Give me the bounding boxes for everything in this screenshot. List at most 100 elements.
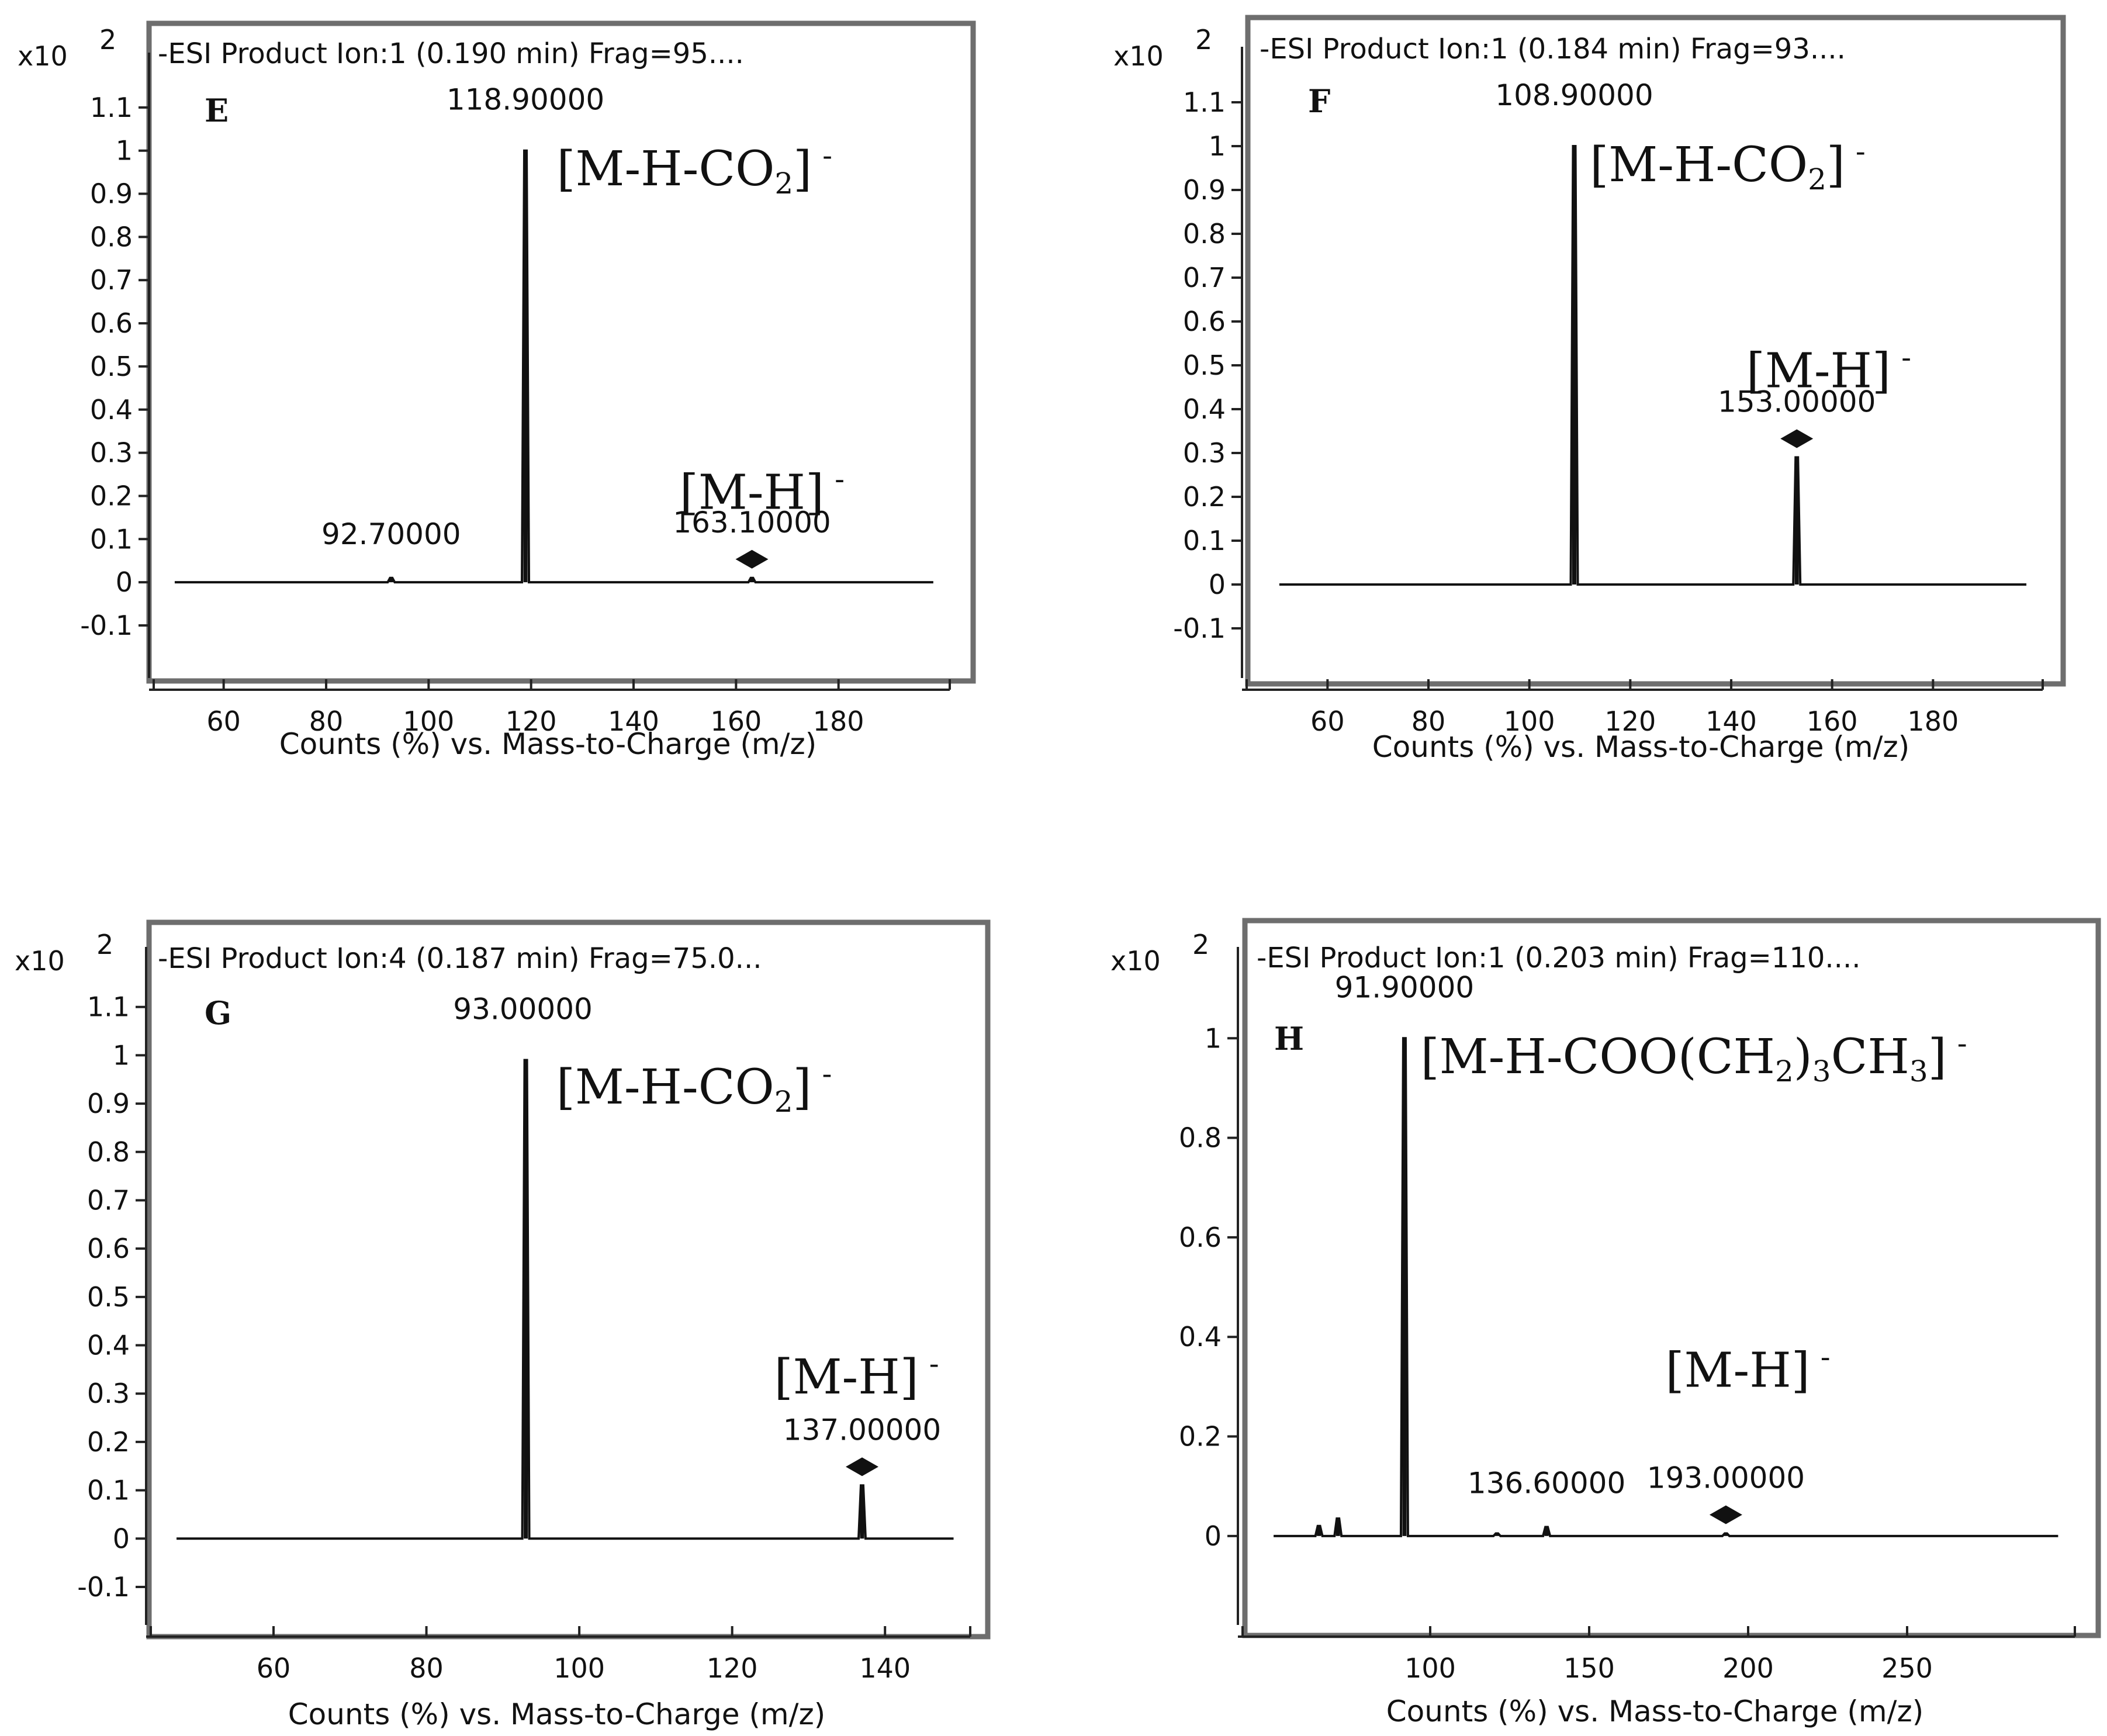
- chart-header: -ESI Product Ion:1 (0.190 min) Frag=95..…: [158, 37, 744, 70]
- panel-letter: F: [1308, 82, 1330, 120]
- y-tick-label: 0.6: [1179, 1222, 1222, 1253]
- y-tick-label: 0.3: [87, 1378, 130, 1409]
- y-tick-label: 0: [116, 566, 133, 598]
- y-tick-label: 0.3: [90, 437, 133, 469]
- y-tick-label: 1.1: [87, 991, 130, 1023]
- y-tick-label: 0.4: [87, 1330, 130, 1361]
- y-multiplier: x10: [18, 40, 68, 72]
- ion-annotation: [M-H-CO2] -: [557, 139, 833, 200]
- x-tick-label: 100: [1504, 706, 1555, 737]
- chart-header: -ESI Product Ion:4 (0.187 min) Frag=75.0…: [158, 942, 762, 975]
- y-tick-label: 0.6: [1183, 306, 1226, 337]
- plot-frame: [1242, 918, 2101, 1638]
- y-tick-label: 0.3: [1183, 437, 1226, 469]
- peak-label: 118.90000: [447, 83, 604, 117]
- ion-annotation: [M-H-CO2] -: [556, 1057, 832, 1119]
- y-multiplier: x10: [1113, 40, 1164, 72]
- y-tick-label: 0.5: [1183, 350, 1226, 381]
- ion-annotation: [M-H] -: [774, 1347, 939, 1405]
- y-tick-label: 0.8: [1179, 1122, 1222, 1154]
- spectrum-trace: [1274, 1037, 2058, 1537]
- y-multiplier: x10: [15, 945, 65, 977]
- peak-label: 108.90000: [1495, 78, 1653, 112]
- ion-annotation: [M-H] -: [680, 462, 845, 521]
- x-tick-label: 160: [710, 706, 762, 737]
- x-tick-label: 80: [409, 1652, 444, 1684]
- ion-annotation: [M-H] -: [1666, 1340, 1831, 1398]
- y-tick-label: -0.1: [1173, 613, 1226, 644]
- x-tick-label: 60: [206, 706, 241, 737]
- x-axis-label: Counts (%) vs. Mass-to-Charge (m/z): [279, 727, 816, 761]
- y-tick-label: 0.9: [1183, 174, 1226, 206]
- x-tick-label: 150: [1563, 1652, 1615, 1684]
- y-tick-label: 0.6: [90, 307, 133, 339]
- y-multiplier-exponent: 2: [1192, 929, 1209, 960]
- x-tick-label: 60: [257, 1652, 291, 1684]
- x-tick-label: 180: [1907, 706, 1959, 737]
- x-axis-label: Counts (%) vs. Mass-to-Charge (m/z): [288, 1697, 825, 1731]
- x-axis-label: Counts (%) vs. Mass-to-Charge (m/z): [1372, 730, 1909, 764]
- spectrum-trace: [177, 1059, 954, 1540]
- x-tick-label: 180: [813, 706, 864, 737]
- y-multiplier-exponent: 2: [99, 24, 116, 56]
- peak-label: 91.90000: [1335, 970, 1475, 1004]
- y-tick-label: 0.1: [87, 1475, 130, 1506]
- x-tick-label: 200: [1722, 1652, 1774, 1684]
- x-tick-label: 140: [1705, 706, 1757, 737]
- y-tick-label: 0.6: [87, 1233, 130, 1264]
- panel-letter: E: [205, 92, 229, 129]
- y-tick-label: 0.2: [90, 480, 133, 511]
- panel-letter: G: [205, 994, 231, 1032]
- x-tick-label: 100: [403, 706, 454, 737]
- y-tick-label: 1.1: [1183, 87, 1226, 118]
- chart-panel-e: -ESI Product Ion:1 (0.190 min) Frag=95..…: [18, 20, 976, 761]
- y-tick-label: 0: [1209, 569, 1226, 600]
- precursor-diamond-marker: [735, 549, 769, 569]
- y-tick-label: 0.2: [1183, 481, 1226, 513]
- y-tick-label: 0.2: [1179, 1421, 1222, 1453]
- y-tick-label: 0.7: [90, 264, 133, 296]
- chart-header: -ESI Product Ion:1 (0.184 min) Frag=93..…: [1260, 33, 1846, 65]
- y-tick-label: 0.1: [1183, 525, 1226, 556]
- ion-annotation: [M-H-COO(CH2)3CH3] -: [1421, 1026, 1967, 1088]
- x-tick-label: 120: [707, 1652, 758, 1684]
- ion-annotation: [M-H] -: [1746, 341, 1911, 399]
- peak-label: 153.00000: [1718, 385, 1876, 419]
- y-tick-label: 0.9: [90, 178, 133, 210]
- y-tick-label: -0.1: [77, 1571, 130, 1603]
- y-tick-label: 0.7: [87, 1184, 130, 1216]
- precursor-diamond-marker: [1780, 429, 1814, 448]
- y-tick-label: 1: [1209, 130, 1226, 162]
- y-tick-label: 0.8: [90, 221, 133, 253]
- x-tick-label: 140: [859, 1652, 911, 1684]
- y-tick-label: 0: [113, 1523, 130, 1554]
- x-tick-label: 100: [1404, 1652, 1456, 1684]
- plot-frame: [1245, 15, 2066, 687]
- x-tick-label: 140: [608, 706, 659, 737]
- chart-panel-g: -ESI Product Ion:4 (0.187 min) Frag=75.0…: [15, 919, 991, 1731]
- y-tick-label: 0.4: [90, 394, 133, 426]
- x-tick-label: 160: [1807, 706, 1858, 737]
- precursor-diamond-marker: [1709, 1505, 1742, 1524]
- y-multiplier: x10: [1110, 945, 1161, 977]
- y-tick-label: 0.1: [90, 523, 133, 555]
- y-tick-label: 0.4: [1179, 1321, 1222, 1353]
- y-multiplier-exponent: 2: [1195, 24, 1212, 56]
- chart-panel-h: -ESI Product Ion:1 (0.203 min) Frag=110.…: [1110, 918, 2101, 1728]
- ion-annotation: [M-H-CO2] -: [1590, 134, 1866, 196]
- chart-panel-f: -ESI Product Ion:1 (0.184 min) Frag=93..…: [1113, 15, 2066, 764]
- y-tick-label: 0.8: [87, 1136, 130, 1168]
- precursor-diamond-marker: [845, 1457, 878, 1476]
- x-axis-label: Counts (%) vs. Mass-to-Charge (m/z): [1386, 1694, 1923, 1728]
- x-tick-label: 120: [506, 706, 557, 737]
- y-multiplier-exponent: 2: [96, 929, 113, 960]
- y-tick-label: 1: [113, 1039, 130, 1071]
- y-tick-label: 0.8: [1183, 218, 1226, 250]
- y-tick-label: 0: [1205, 1520, 1222, 1552]
- y-tick-label: 0.2: [87, 1426, 130, 1458]
- y-tick-label: 0.5: [90, 351, 133, 382]
- spectrum-trace: [174, 149, 933, 584]
- peak-label: 93.00000: [453, 993, 593, 1026]
- y-tick-label: 1: [1205, 1022, 1222, 1054]
- x-tick-label: 100: [553, 1652, 605, 1684]
